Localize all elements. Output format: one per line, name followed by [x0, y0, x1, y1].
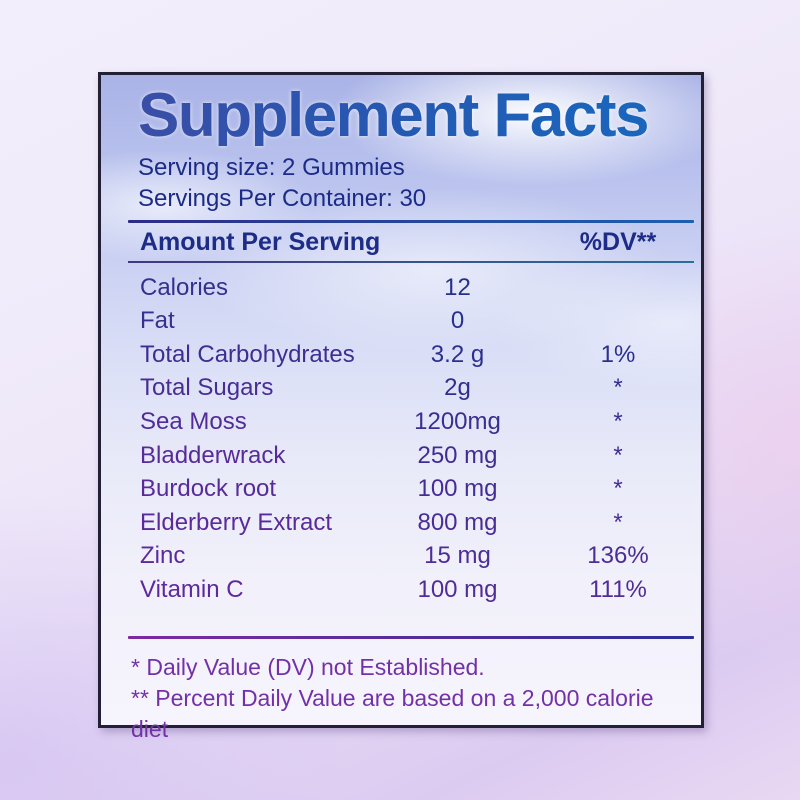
ingredient-dv: *: [613, 408, 623, 436]
percent-dv-label: %DV**: [579, 228, 657, 257]
ingredient-name: Elderberry Extract: [140, 508, 333, 536]
servings-per-container-line: Servings Per Container: 30: [138, 184, 427, 212]
serving-size-line: Serving size: 2 Gummies: [138, 153, 405, 181]
ingredient-name: Bladderwrack: [140, 441, 286, 469]
panel-title: Supplement Facts: [138, 85, 701, 147]
table-row: Total Carbohydrates 3.2 g 1%: [128, 338, 694, 372]
ingredient-name: Fat: [140, 307, 175, 335]
footnote-daily-value: * Daily Value (DV) not Established.: [131, 653, 485, 680]
ingredient-dv: 111%: [589, 576, 647, 604]
header-rule-bottom: [128, 260, 694, 263]
ingredient-name: Total Sugars: [140, 374, 274, 402]
table-row: Calories 12: [128, 271, 694, 305]
supplement-facts-panel: Supplement Facts Serving size: 2 Gummies…: [98, 72, 704, 742]
ingredient-amount: 800 mg: [417, 508, 498, 536]
facts-header-row: Amount Per Serving %DV**: [128, 225, 694, 261]
footnote-percent-daily-value: ** Percent Daily Value are based on a 2,…: [131, 684, 654, 742]
footnotes: * Daily Value (DV) not Established. ** P…: [131, 652, 694, 745]
ingredient-name: Total Carbohydrates: [140, 340, 355, 368]
table-row: Bladderwrack 250 mg *: [128, 439, 694, 473]
ingredient-name: Burdock root: [140, 475, 277, 503]
ingredient-dv: 136%: [587, 542, 649, 570]
ingredient-amount: 0: [450, 307, 465, 335]
table-row: Total Sugars 2g *: [128, 372, 694, 406]
facts-table: Calories 12 Fat 0 Total Carbohydrates 3.…: [128, 271, 694, 607]
table-row: Elderberry Extract 800 mg *: [128, 506, 694, 540]
ingredient-name: Sea Moss: [140, 408, 247, 436]
ingredient-dv: *: [613, 374, 623, 402]
ingredient-amount: 12: [444, 273, 471, 301]
table-row: Fat 0: [128, 304, 694, 338]
table-row: Burdock root 100 mg *: [128, 472, 694, 506]
ingredient-name: Calories: [140, 273, 229, 301]
amount-per-serving-label: Amount Per Serving: [140, 228, 381, 257]
table-row: Vitamin C 100 mg 111%: [128, 573, 694, 607]
ingredient-dv: 1%: [600, 340, 636, 368]
ingredient-amount: 1200mg: [414, 408, 501, 436]
ingredient-name: Zinc: [140, 542, 186, 570]
ingredient-amount: 3.2 g: [430, 340, 485, 368]
serving-info: Serving size: 2 Gummies Servings Per Con…: [138, 152, 701, 214]
ingredient-dv: *: [613, 441, 623, 469]
ingredient-dv: *: [613, 475, 623, 503]
ingredient-name: Vitamin C: [140, 576, 244, 604]
table-row: Zinc 15 mg 136%: [128, 540, 694, 574]
header-rule-top: [128, 219, 694, 223]
ingredient-amount: 100 mg: [417, 475, 498, 503]
ingredient-amount: 15 mg: [424, 542, 491, 570]
footnote-rule: [128, 635, 694, 639]
ingredient-amount: 250 mg: [417, 441, 498, 469]
ingredient-amount: 100 mg: [417, 576, 498, 604]
ingredient-amount: 2g: [444, 374, 471, 402]
ingredient-dv: *: [613, 508, 623, 536]
table-row: Sea Moss 1200mg *: [128, 405, 694, 439]
